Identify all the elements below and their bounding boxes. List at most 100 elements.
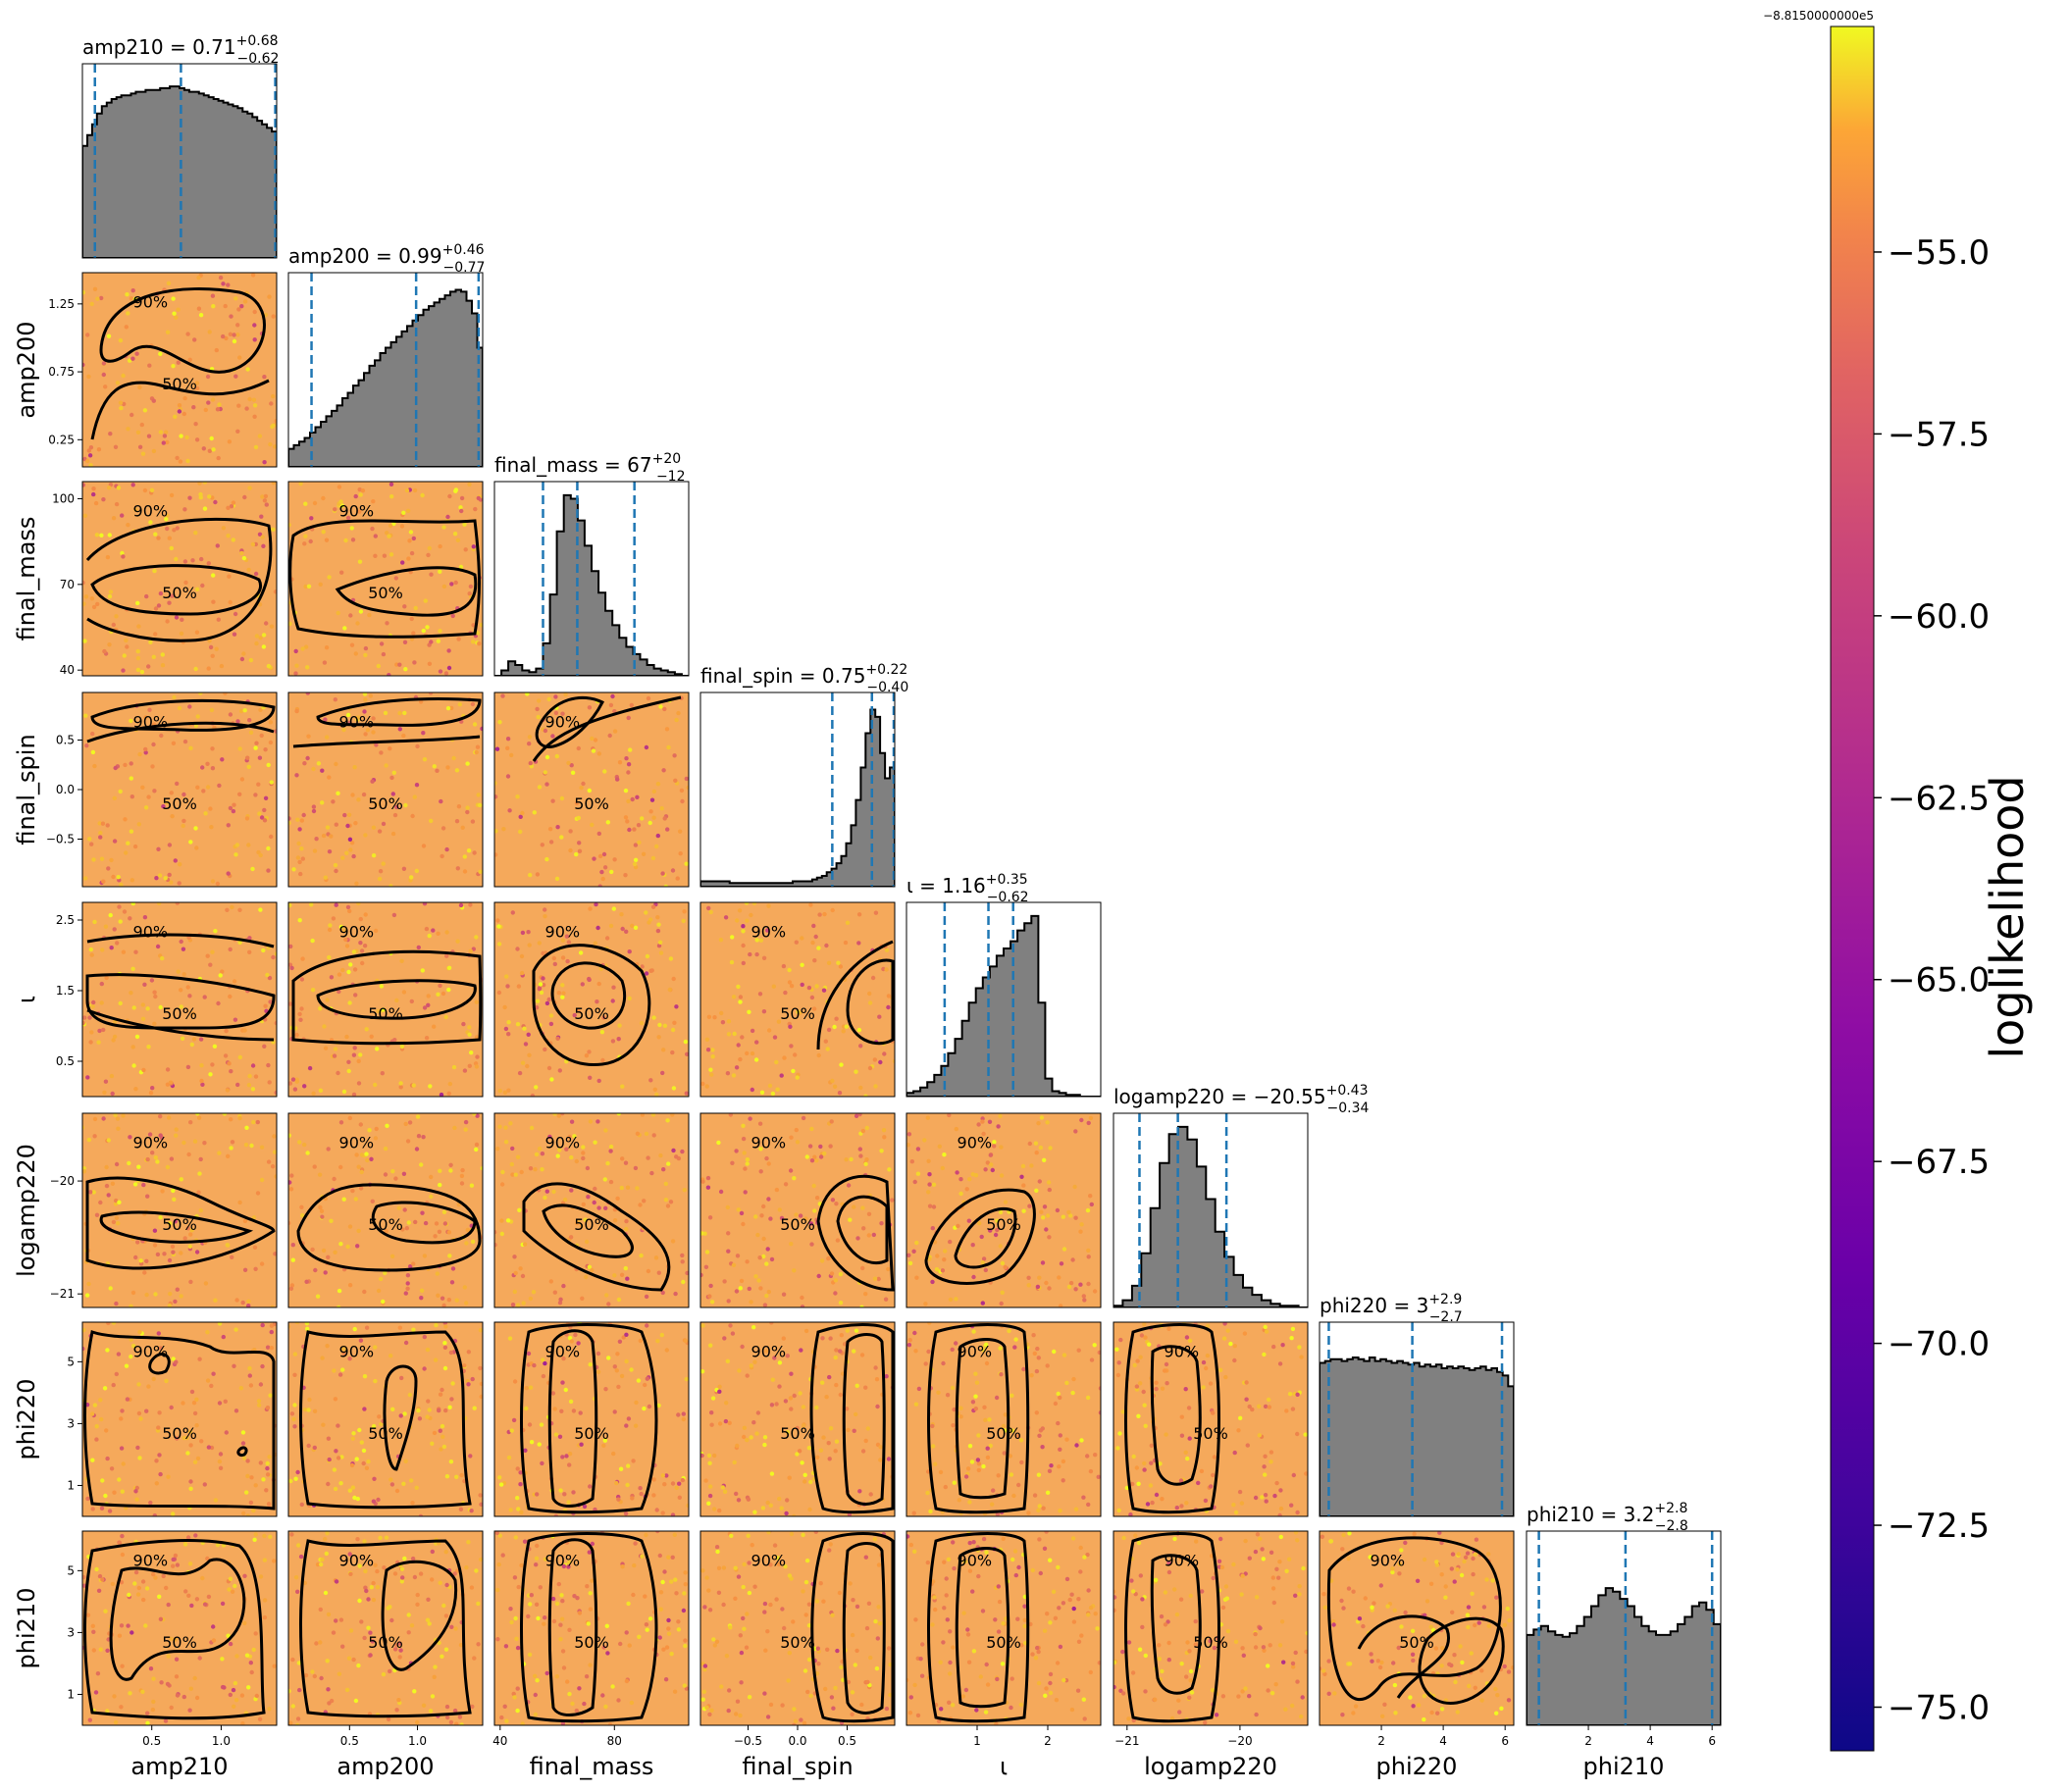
scatter-point bbox=[92, 286, 98, 291]
scatter-point bbox=[735, 1254, 741, 1258]
scatter-point bbox=[781, 963, 787, 969]
scatter-point bbox=[1073, 1129, 1078, 1134]
scatter-point bbox=[1073, 1215, 1078, 1220]
scatter-point bbox=[465, 761, 470, 766]
scatter-point bbox=[334, 1579, 339, 1584]
scatter-point bbox=[361, 1460, 366, 1466]
scatter-point bbox=[253, 444, 259, 450]
scatter-point bbox=[474, 1142, 480, 1148]
scatter-point bbox=[1034, 1368, 1040, 1374]
scatter-point bbox=[158, 351, 163, 356]
scatter-point bbox=[593, 1186, 597, 1192]
scatter-point bbox=[635, 1131, 641, 1137]
scatter-point bbox=[91, 1629, 96, 1635]
scatter-point bbox=[645, 1323, 649, 1328]
scatter-point bbox=[593, 738, 598, 742]
scatter-point bbox=[117, 1541, 123, 1546]
scatter-point bbox=[650, 855, 656, 861]
scatter-point bbox=[451, 1064, 457, 1070]
scatter-point bbox=[419, 1296, 424, 1301]
scatter-point bbox=[1284, 1568, 1289, 1574]
scatter-point bbox=[332, 1176, 337, 1182]
scatter-point bbox=[683, 1638, 688, 1643]
scatter-point bbox=[382, 1565, 387, 1570]
scatter-point bbox=[1154, 1380, 1159, 1386]
scatter-panel-amp210-vs-iota: 90%50% bbox=[81, 901, 278, 1098]
scatter-point bbox=[189, 1228, 194, 1233]
scatter-point bbox=[422, 1254, 428, 1258]
scatter-point bbox=[371, 853, 377, 858]
scatter-point bbox=[1465, 1551, 1471, 1556]
scatter-point bbox=[623, 815, 629, 820]
scatter-point bbox=[858, 1044, 863, 1049]
scatter-point bbox=[329, 1218, 334, 1224]
scatter-point bbox=[1322, 1605, 1327, 1611]
scatter-point bbox=[295, 817, 300, 822]
scatter-point bbox=[225, 1088, 231, 1093]
scatter-point bbox=[528, 1602, 533, 1607]
scatter-point bbox=[662, 706, 667, 712]
scatter-point bbox=[616, 1113, 621, 1116]
scatter-point bbox=[1236, 1428, 1241, 1433]
scatter-point bbox=[798, 1213, 803, 1218]
scatter-point bbox=[95, 296, 100, 301]
scatter-point bbox=[228, 599, 233, 605]
scatter-point bbox=[193, 666, 198, 672]
scatter-point bbox=[1505, 1606, 1510, 1612]
scatter-point bbox=[402, 640, 408, 644]
scatter-point bbox=[355, 1244, 360, 1249]
scatter-point bbox=[326, 1254, 331, 1260]
scatter-point bbox=[1459, 1572, 1465, 1578]
scatter-panel-logamp220-vs-phi220: 90%50% bbox=[1113, 1321, 1309, 1517]
scatter-point bbox=[497, 1533, 502, 1538]
scatter-point bbox=[346, 1068, 351, 1074]
scatter-point bbox=[323, 1590, 329, 1596]
scatter-point bbox=[239, 777, 245, 782]
scatter-point bbox=[497, 1089, 502, 1094]
scatter-point bbox=[183, 1589, 188, 1594]
scatter-point bbox=[326, 1481, 331, 1487]
contour-label: 50% bbox=[368, 1424, 403, 1443]
scatter-point bbox=[333, 697, 337, 702]
scatter-point bbox=[990, 1167, 995, 1173]
scatter-point bbox=[185, 1064, 191, 1070]
scatter-point bbox=[1502, 1664, 1507, 1669]
scatter-point bbox=[558, 1297, 563, 1303]
scatter-point bbox=[625, 819, 630, 824]
scatter-point bbox=[1204, 1365, 1209, 1371]
scatter-point bbox=[1174, 1506, 1180, 1510]
scatter-point bbox=[676, 1627, 682, 1632]
scatter-point bbox=[846, 1427, 851, 1433]
scatter-point bbox=[323, 717, 328, 722]
scatter-point bbox=[834, 1202, 839, 1206]
scatter-point bbox=[795, 1140, 801, 1145]
scatter-point bbox=[1026, 1510, 1031, 1515]
scatter-point bbox=[757, 992, 763, 997]
scatter-point bbox=[1266, 1664, 1270, 1668]
contour-90% bbox=[532, 944, 651, 1067]
scatter-point bbox=[177, 881, 181, 886]
scatter-point bbox=[540, 843, 544, 847]
scatter-point bbox=[837, 1590, 843, 1596]
scatter-point bbox=[706, 1014, 712, 1020]
scatter-point bbox=[244, 816, 250, 821]
scatter-point bbox=[1422, 1557, 1427, 1562]
scatter-point bbox=[945, 1393, 951, 1398]
scatter-point bbox=[347, 1283, 353, 1288]
scatter-point bbox=[457, 1715, 463, 1719]
scatter-point bbox=[120, 1489, 126, 1494]
scatter-point bbox=[838, 1392, 843, 1398]
scatter-point bbox=[1393, 1711, 1398, 1715]
scatter-point bbox=[296, 1543, 301, 1548]
scatter-point bbox=[1009, 1705, 1013, 1711]
scatter-point bbox=[662, 1023, 668, 1029]
scatter-point bbox=[235, 719, 240, 724]
scatter-point bbox=[952, 1565, 957, 1571]
scatter-point bbox=[370, 526, 375, 532]
scatter-point bbox=[675, 876, 680, 881]
scatter-point bbox=[371, 716, 376, 721]
scatter-point bbox=[1164, 1361, 1169, 1367]
scatter-point bbox=[426, 552, 431, 558]
scatter-point bbox=[926, 1349, 931, 1355]
scatter-point bbox=[515, 1686, 520, 1691]
